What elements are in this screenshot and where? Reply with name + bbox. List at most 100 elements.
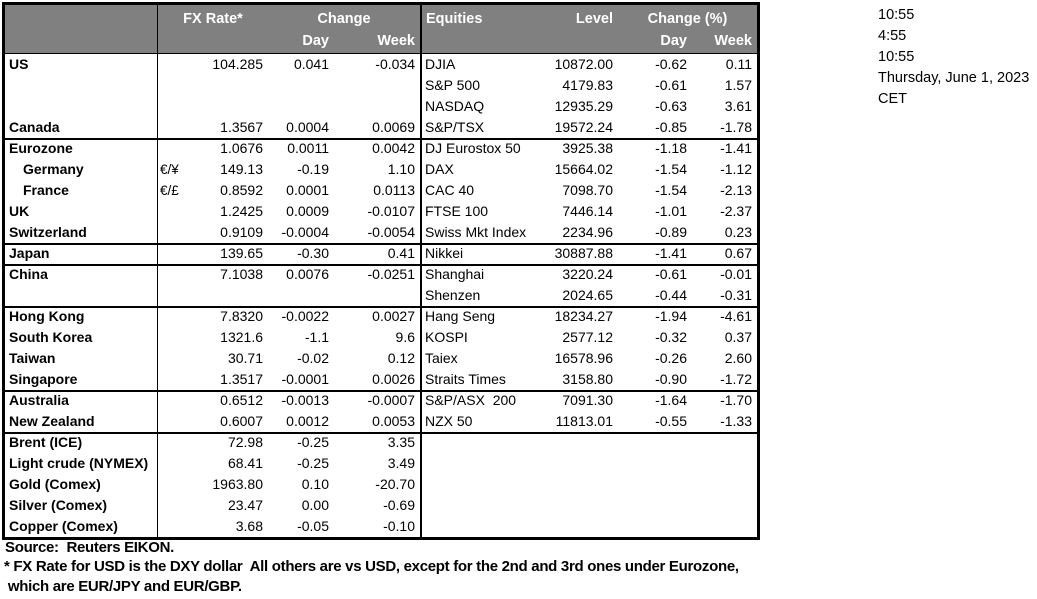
fx-change-day-cell: -0.25 xyxy=(297,434,329,450)
fx-change-week-cell xyxy=(334,285,422,306)
currency-pair-cell: €/¥ xyxy=(160,162,179,177)
table-row: Canada 1.3567 0.0004 0.0069 S&P/TSX 19572.24 -… xyxy=(5,117,757,138)
equity-change-day-cell xyxy=(618,432,692,453)
table-row: Australia 0.6512 -0.0013 -0.0007 S&P/ASX 200… xyxy=(5,390,757,411)
fx-change-day-cell: -0.05 xyxy=(297,518,329,534)
equity-name-cell xyxy=(422,432,534,453)
row-label-cell: Japan xyxy=(5,243,158,264)
fx-change-day-cell: 0.0004 xyxy=(286,119,329,135)
timezone-line: CET xyxy=(878,91,907,107)
equity-level-cell: 7091.30 xyxy=(562,392,613,408)
header-blank-cell xyxy=(158,31,268,53)
equity-name-cell: S&P/TSX xyxy=(425,119,485,135)
header-eq-day: Day xyxy=(660,33,687,49)
equity-change-week-cell: 2.60 xyxy=(724,350,752,366)
header-row-2: Day Week Day Week xyxy=(5,31,757,53)
equity-change-day-cell: -1.94 xyxy=(655,308,687,324)
equity-level-cell: 7446.14 xyxy=(562,203,613,219)
equity-name-cell xyxy=(422,495,534,516)
equity-change-week-cell: 0.11 xyxy=(725,56,752,72)
fx-change-week-cell: 9.6 xyxy=(334,327,422,348)
fx-change-week-cell xyxy=(334,96,422,117)
equity-name-cell: DJIA xyxy=(425,56,456,72)
equity-name-cell: CAC 40 xyxy=(425,182,475,198)
fx-change-day-cell xyxy=(268,285,334,306)
row-label-cell: Switzerland xyxy=(5,222,158,243)
fx-change-week-cell: -0.0251 xyxy=(334,264,422,285)
equity-change-week-cell: -1.70 xyxy=(720,392,752,408)
table-row: Hong Kong 7.8320 -0.0022 0.0027 Hang Seng 182… xyxy=(5,306,757,327)
fx-rate-cell: 0.8592 xyxy=(220,182,263,198)
fx-change-day-cell: 0.10 xyxy=(301,476,329,492)
table-row: Eurozone 1.0676 0.0011 0.0042 DJ Eurostox 50… xyxy=(5,138,757,159)
fx-rate-cell: 3.68 xyxy=(235,518,263,534)
equity-level-cell: 4179.83 xyxy=(562,77,613,93)
equity-level-cell: 7098.70 xyxy=(562,182,613,198)
currency-pair-cell xyxy=(158,96,190,117)
fx-change-day-cell: -0.19 xyxy=(297,161,329,177)
fx-rate-cell: 139.65 xyxy=(220,245,263,261)
equity-change-day-cell: -0.44 xyxy=(655,287,687,303)
timestamp-line: 10:55 xyxy=(878,49,915,65)
equity-change-week-cell: -2.13 xyxy=(720,182,752,198)
row-label-cell: Singapore xyxy=(5,369,158,390)
equity-change-week-cell: -1.41 xyxy=(720,140,752,156)
equity-change-day-cell xyxy=(618,495,692,516)
row-label-cell: South Korea xyxy=(5,327,158,348)
currency-pair-cell: €/£ xyxy=(160,183,179,198)
equity-name-cell: NZX 50 xyxy=(425,413,473,429)
currency-pair-cell xyxy=(158,117,190,138)
header-blank-cell xyxy=(534,31,618,53)
fx-change-week-cell: -20.70 xyxy=(334,474,422,495)
row-label-cell: Canada xyxy=(5,117,158,138)
currency-pair-cell xyxy=(158,306,190,327)
fx-rate-cell: 0.9109 xyxy=(220,224,263,240)
row-label-cell: Germany xyxy=(5,159,158,180)
fx-change-week-cell: 0.0113 xyxy=(334,180,422,201)
equity-level-cell xyxy=(534,474,618,495)
fx-change-week-cell xyxy=(334,75,422,96)
fx-rate-cell: 72.98 xyxy=(227,434,263,450)
equity-level-cell: 30887.88 xyxy=(554,245,613,261)
equity-change-week-cell xyxy=(692,495,757,516)
header-eq-week: Week xyxy=(714,33,752,49)
fx-change-day-cell: -1.1 xyxy=(304,329,329,345)
equity-change-week-cell: -4.61 xyxy=(720,308,752,324)
equity-change-day-cell xyxy=(618,516,692,537)
fx-change-week-cell: -0.69 xyxy=(334,495,422,516)
currency-pair-cell xyxy=(158,75,190,96)
currency-pair-cell xyxy=(158,474,190,495)
fx-rate-cell xyxy=(190,96,268,117)
fx-change-day-cell: 0.041 xyxy=(293,56,329,72)
currency-pair-cell xyxy=(158,411,190,432)
timestamp-panel: 10:55 4:55 10:55 Thursday, June 1, 2023 … xyxy=(878,5,1029,110)
table-row: France €/£ 0.8592 0.0001 0.0113 CAC 40 7098.70… xyxy=(5,180,757,201)
row-label-cell: Silver (Comex) xyxy=(5,495,158,516)
fx-change-day-cell: -0.0022 xyxy=(281,308,329,324)
fx-change-day-cell: -0.0004 xyxy=(281,224,329,240)
table-row: US 104.285 0.041 -0.034 DJIA 10872.00 -0.62 0.1… xyxy=(5,54,757,75)
equity-change-day-cell: -1.41 xyxy=(655,245,687,261)
equity-change-day-cell: -0.32 xyxy=(655,329,687,345)
equity-change-day-cell: -0.90 xyxy=(655,371,687,387)
table-row: Taiwan 30.71 -0.02 0.12 Taiex 16578.96 -0.26 2.… xyxy=(5,348,757,369)
equity-change-week-cell: -1.12 xyxy=(720,161,752,177)
equity-name-cell: S&P 500 xyxy=(425,77,481,93)
header-fx-change: Change xyxy=(268,5,422,31)
table-header: FX Rate* Change Equities Level Change (%… xyxy=(5,5,757,54)
equity-change-day-cell: -0.62 xyxy=(655,56,687,72)
fx-change-week-cell: 0.0042 xyxy=(334,138,422,159)
table-row: Singapore 1.3517 -0.0001 0.0026 Straits Time… xyxy=(5,369,757,390)
equity-name-cell: DAX xyxy=(425,161,454,177)
row-label-cell xyxy=(5,96,158,117)
fx-change-week-cell: 0.0053 xyxy=(334,411,422,432)
equity-change-day-cell: -1.64 xyxy=(655,392,687,408)
equity-change-day-cell: -1.54 xyxy=(655,161,687,177)
fx-change-day-cell: -0.0001 xyxy=(281,371,329,387)
currency-pair-cell xyxy=(158,285,190,306)
row-label-cell: Taiwan xyxy=(5,348,158,369)
equity-change-week-cell xyxy=(692,453,757,474)
currency-pair-cell xyxy=(158,54,190,75)
table-row: New Zealand 0.6007 0.0012 0.0053 NZX 50 11813… xyxy=(5,411,757,432)
equity-change-week-cell xyxy=(692,432,757,453)
